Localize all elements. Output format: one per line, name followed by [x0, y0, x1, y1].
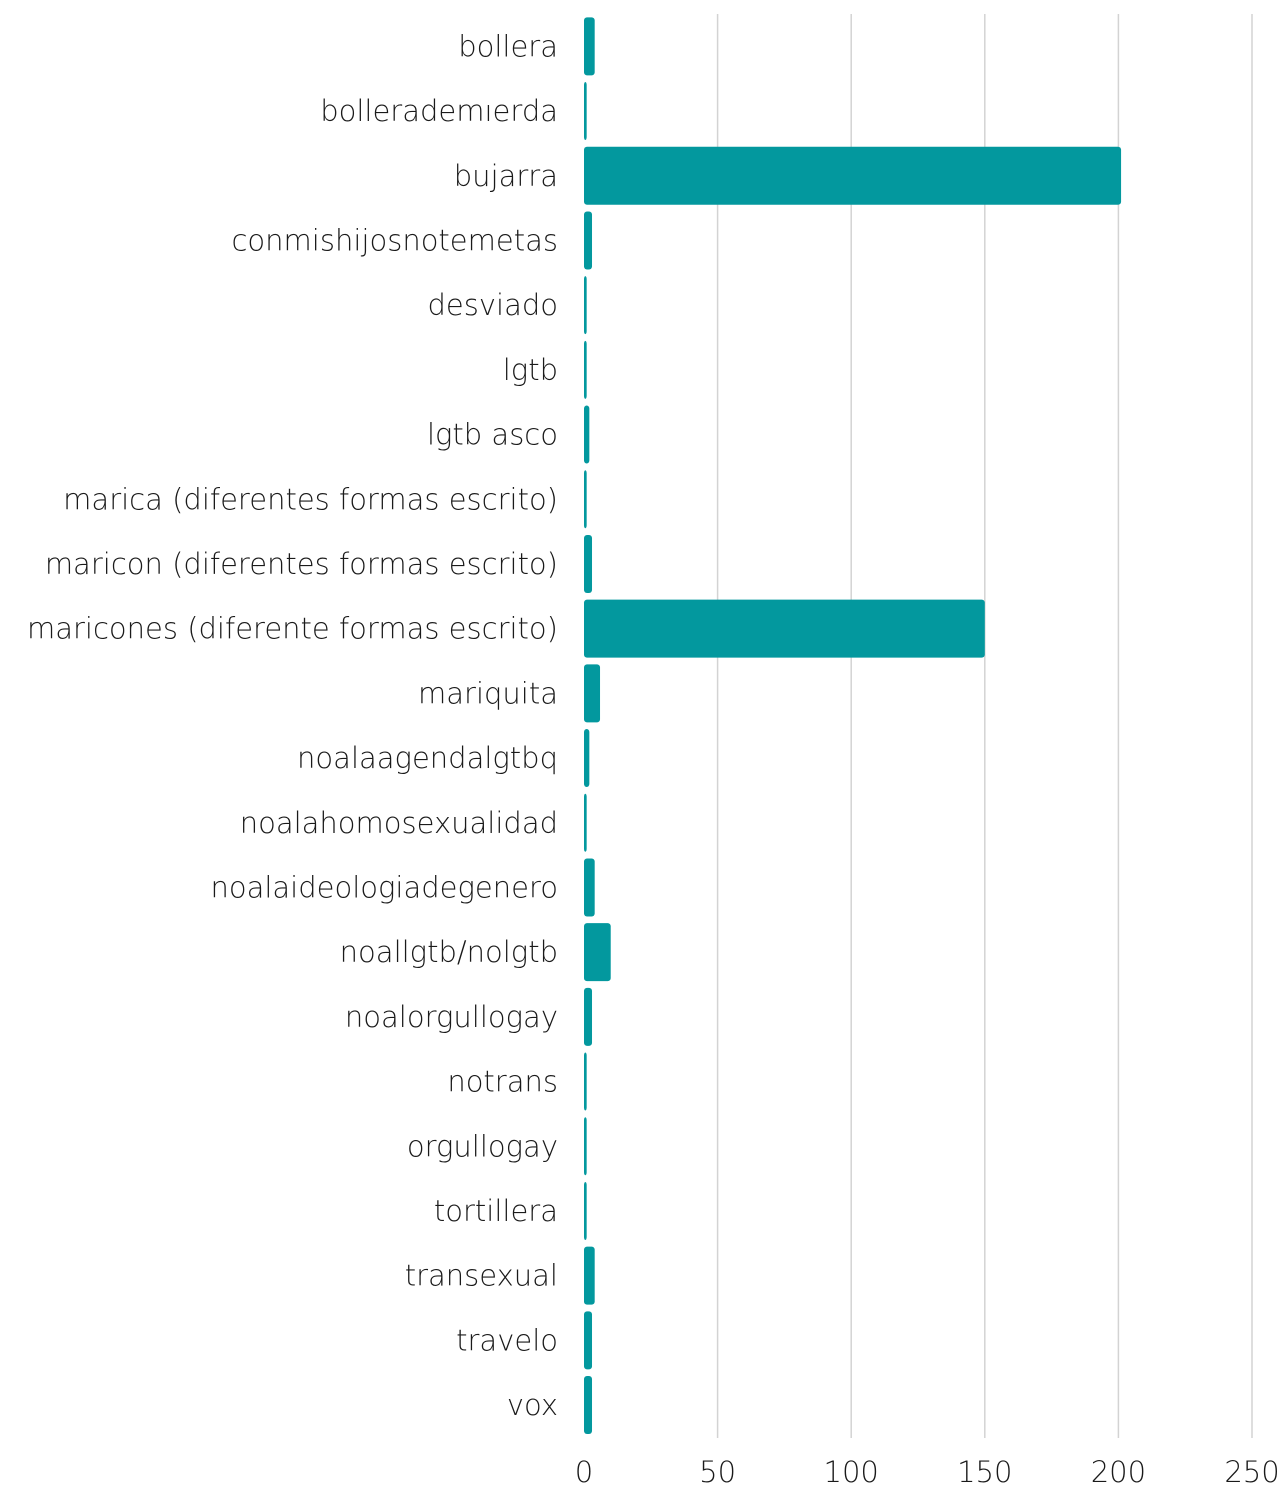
x-tick-label: 100	[824, 1455, 879, 1486]
x-axis-tick-labels: 0 50 100 150 200 250	[575, 1455, 1280, 1486]
bar	[584, 17, 595, 76]
bar	[584, 923, 611, 982]
bar	[584, 664, 601, 723]
bar	[584, 1246, 595, 1305]
bar	[584, 340, 587, 399]
bar	[584, 599, 985, 658]
category-label: bollera	[458, 29, 558, 63]
bar	[584, 1311, 593, 1370]
bar	[584, 1117, 587, 1176]
category-label: desviado	[428, 288, 559, 322]
x-tick-label: 0	[575, 1455, 593, 1486]
category-label: conmishijosnotemetas	[231, 223, 558, 257]
bar	[584, 470, 587, 529]
category-label: tortillera	[434, 1194, 558, 1228]
category-label: lgtb	[503, 353, 558, 387]
category-label: mariquita	[418, 676, 558, 710]
bar	[584, 82, 587, 141]
category-label: orgullogay	[407, 1129, 558, 1163]
bar	[584, 1052, 587, 1111]
bar	[584, 729, 590, 788]
x-tick-label: 50	[699, 1455, 736, 1486]
category-label: bollerademıerda	[320, 94, 558, 128]
bar	[584, 793, 587, 852]
x-tick-label: 150	[957, 1455, 1012, 1486]
bar	[584, 405, 590, 464]
bar	[584, 146, 1122, 205]
bar	[584, 211, 593, 270]
category-labels: bollera bollerademıerda bujarra conmishijos…	[27, 29, 558, 1422]
category-label: notrans	[447, 1065, 558, 1099]
bar	[584, 987, 593, 1046]
category-label: noalahomosexualidad	[240, 806, 558, 840]
category-label: transexual	[405, 1259, 558, 1293]
category-label: noalaideologiadegenero	[210, 870, 558, 904]
category-label: maricones (diferente formas escrito)	[27, 612, 558, 646]
bar	[584, 534, 593, 593]
category-label: noallgtb/nolgtb	[340, 935, 558, 969]
category-label: marica (diferentes formas escrito)	[63, 482, 558, 516]
category-label: noalorgullogay	[345, 1000, 558, 1034]
bar	[584, 1376, 593, 1435]
category-label: bujarra	[454, 159, 558, 193]
category-label: travelo	[456, 1323, 558, 1357]
bars	[584, 17, 1122, 1435]
category-label: vox	[507, 1388, 558, 1422]
category-label: noalaagendalgtbq	[297, 741, 558, 775]
category-label: lgtb asco	[427, 418, 558, 452]
bar	[584, 276, 587, 335]
category-label: maricon (diferentes formas escrito)	[45, 547, 558, 581]
bar	[584, 858, 595, 917]
x-tick-label: 250	[1224, 1455, 1279, 1486]
bar	[584, 1181, 587, 1240]
x-tick-label: 200	[1091, 1455, 1146, 1486]
grid-lines	[716, 14, 1253, 1438]
